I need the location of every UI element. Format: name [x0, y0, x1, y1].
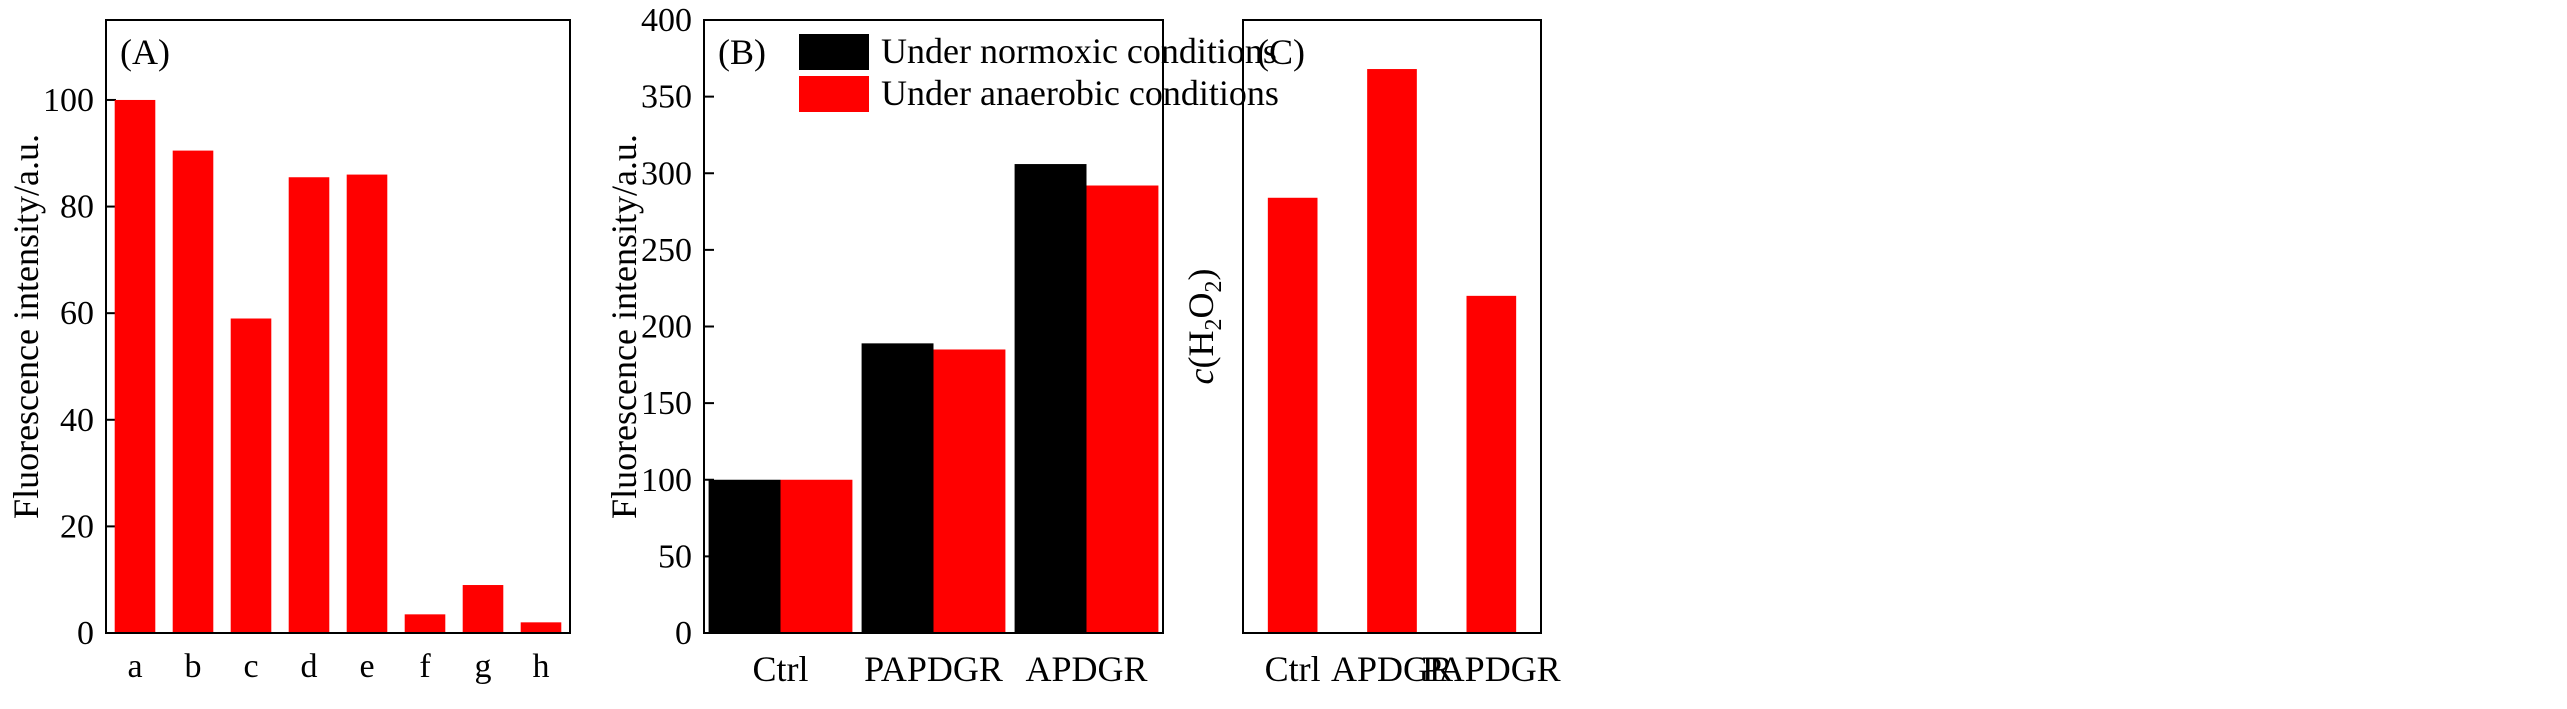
panel-a-y-tick-label: 60 [60, 295, 94, 332]
bar-papdgr-anaerobic [933, 349, 1006, 633]
bar-papdgr [1466, 295, 1517, 633]
panel-b-y-tick-label: 350 [641, 79, 692, 116]
panel-a-chart: 0 20 40 60 80 100 a b c d e f g h Fluorescence intensi… [6, 19, 571, 685]
panel-b-y-tick-label: 400 [641, 2, 692, 39]
panel-a-x-tick-label: b [185, 648, 202, 685]
panel-a-y-tick-label: 40 [60, 402, 94, 439]
panel-b-x-tick-label: PAPDGR [864, 649, 1003, 689]
bar-apdgr-anaerobic [1086, 185, 1159, 633]
legend-label-anaerobic: Under anaerobic conditions [881, 73, 1279, 113]
panel-b-y-tick-label: 300 [641, 155, 692, 192]
legend-swatch-anaerobic [799, 76, 869, 112]
panel-b-plot-frame [703, 19, 1164, 634]
bar-ctrl-anaerobic [780, 479, 853, 633]
bar-papdgr-normoxic [861, 343, 934, 633]
panel-c-y-axis-title: c(H2O2) [1181, 269, 1227, 385]
panel-c-x-tick-label: PAPDGR [1422, 649, 1561, 689]
panel-a-y-tick-label: 20 [60, 508, 94, 545]
panel-a-y-axis-title: Fluorescence intensity/a.u. [6, 134, 46, 519]
bar-apdgr-normoxic [1014, 164, 1087, 633]
panel-a-x-tick-label: f [419, 648, 431, 685]
panel-b-x-tick-label: APDGR [1025, 649, 1147, 689]
bar-h [520, 622, 562, 633]
panel-c-plot-frame [1242, 19, 1542, 634]
bar-b [172, 150, 214, 634]
panel-a-y-tick-label: 0 [77, 615, 94, 652]
panel-c-x-tick-label: Ctrl [1265, 649, 1321, 689]
panel-a-x-tick-label: h [533, 648, 550, 685]
legend-label-normoxic: Under normoxic conditions [881, 31, 1277, 71]
panel-b-y-tick-label: 100 [641, 462, 692, 499]
panel-b-y-tick-label: 150 [641, 385, 692, 422]
bar-apdgr [1367, 69, 1417, 634]
panel-a-x-tick-label: g [475, 648, 492, 685]
bar-d [288, 177, 330, 633]
bar-f [404, 614, 446, 633]
panel-b-panel-label: (B) [718, 32, 766, 72]
panel-a-plot-frame [105, 19, 571, 634]
panel-a-x-tick-label: a [127, 648, 142, 685]
legend-swatch-normoxic [799, 34, 869, 70]
bar-ctrl-normoxic [708, 479, 781, 633]
panel-b-y-axis-title: Fluorescence intensity/a.u. [604, 134, 644, 519]
bar-g [462, 585, 504, 633]
panel-a-x-tick-label: c [243, 648, 258, 685]
panel-b-x-tick-label: Ctrl [752, 649, 808, 689]
panel-a-x-tick-label: d [301, 648, 318, 685]
bar-ctrl [1267, 197, 1318, 633]
panel-a-y-tick-label: 80 [60, 189, 94, 226]
panel-b-y-tick-label: 50 [658, 538, 692, 575]
bar-a [114, 99, 156, 633]
panel-b-y-tick-label: 250 [641, 232, 692, 269]
panel-c-panel-label: (C) [1257, 32, 1305, 72]
panel-b-chart: 0 50 100 150 200 250 300 350 400 Ctrl PAPDGR APDGR U… [604, 2, 1279, 689]
panel-a-y-tick-label: 100 [43, 82, 94, 119]
panel-b-y-tick-label: 200 [641, 309, 692, 346]
panel-a-panel-label: (A) [120, 32, 170, 72]
panel-a-x-tick-label: e [359, 648, 374, 685]
panel-c-x-tick-label: APDGR [1331, 649, 1453, 689]
bar-e [346, 174, 388, 633]
panel-b-y-tick-label: 0 [675, 615, 692, 652]
bar-c [230, 318, 272, 633]
